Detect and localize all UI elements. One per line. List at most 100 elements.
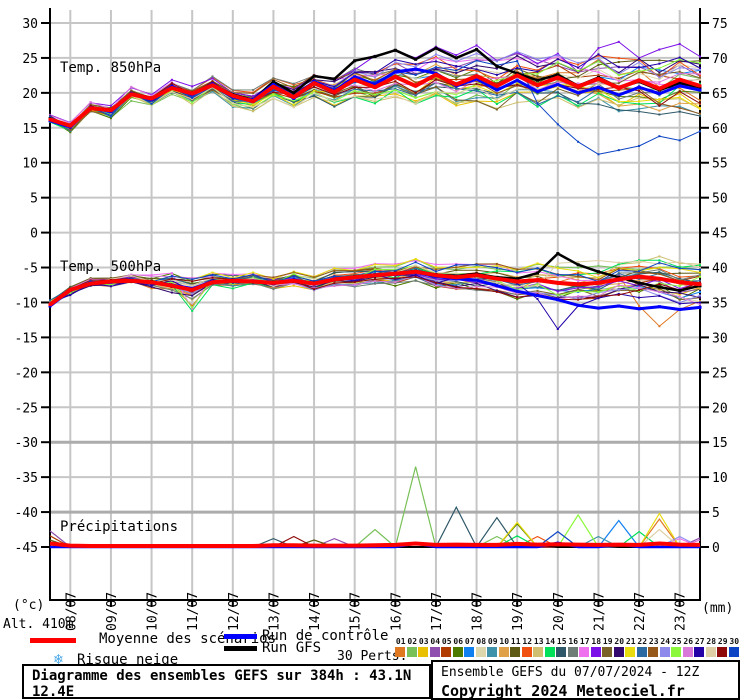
pert-number: 06 xyxy=(453,637,464,646)
pert-color-square xyxy=(648,647,658,657)
pert-number: 12 xyxy=(522,637,533,646)
left-tick-label: 0 xyxy=(30,227,38,242)
left-tick-label: -30 xyxy=(15,436,38,451)
altitude-label: Alt. 410m xyxy=(3,617,74,632)
right-axis-unit: (mm) xyxy=(702,601,733,616)
gfs-line-swatch xyxy=(224,646,257,651)
right-tick-label: 25 xyxy=(712,366,728,381)
left-tick-label: -40 xyxy=(15,506,38,521)
pert-color-square xyxy=(579,647,589,657)
pert-number: 01 xyxy=(395,637,406,646)
date-label: 19/07 xyxy=(511,592,526,631)
left-tick-label: -15 xyxy=(15,331,38,346)
right-tick-label: 55 xyxy=(712,157,728,172)
date-label: 22/07 xyxy=(633,592,648,631)
legend-control-label: Run de contrôle xyxy=(262,628,389,644)
pert-number: 29 xyxy=(717,637,728,646)
pert-number: 09 xyxy=(487,637,498,646)
pert-color-square xyxy=(544,647,555,657)
right-tick-label: 5 xyxy=(712,506,720,521)
pert-color-square xyxy=(487,647,497,657)
run-info-box: Ensemble GEFS du 07/07/2024 - 12Z Copyri… xyxy=(431,660,740,700)
panel-title-850: Temp. 850hPa xyxy=(60,60,161,76)
date-label: 13/07 xyxy=(267,592,282,631)
perts-count-label: 30 Perts. xyxy=(337,649,408,664)
left-tick-label: 10 xyxy=(22,157,38,172)
date-label: 12/07 xyxy=(227,592,242,631)
left-tick-label: -45 xyxy=(15,541,38,556)
pert-color-square xyxy=(682,647,693,657)
pert-number: 22 xyxy=(637,637,648,646)
run-date-label: Ensemble GEFS du 07/07/2024 - 12Z xyxy=(441,665,700,680)
pert-number: 23 xyxy=(648,637,659,646)
pert-number: 24 xyxy=(660,637,671,646)
left-tick-label: 5 xyxy=(30,192,38,207)
pert-color-square xyxy=(705,647,716,657)
snowflake-icon: ❄ xyxy=(54,650,64,668)
pert-color-square xyxy=(510,647,520,657)
panel-title-precip: Précipitations xyxy=(60,519,178,535)
pert-color-square xyxy=(567,647,578,657)
pert-color-square xyxy=(602,647,612,657)
right-tick-label: 70 xyxy=(712,52,728,67)
ensemble-plot-svg: 302520151050-5-10-15-20-25-30-35-40-4575… xyxy=(13,8,733,631)
control-run-lines xyxy=(48,67,702,549)
gridlines xyxy=(50,10,700,600)
date-label: 23/07 xyxy=(674,592,689,631)
pert-color-square xyxy=(671,647,681,657)
right-tick-label: 20 xyxy=(712,401,728,416)
pert-color-square xyxy=(636,647,647,657)
pert-number: 14 xyxy=(545,637,556,646)
date-label: 09/07 xyxy=(105,592,120,631)
left-tick-label: 25 xyxy=(22,52,38,67)
right-tick-label: 45 xyxy=(712,227,728,242)
diagram-title: Diagramme des ensembles GEFS sur 384h : … xyxy=(32,668,412,700)
pert-color-square xyxy=(556,647,566,657)
pert-number: 30 xyxy=(729,637,740,646)
right-tick-label: 50 xyxy=(712,192,728,207)
pert-color-square xyxy=(590,647,601,657)
date-label: 20/07 xyxy=(552,592,567,631)
date-label: 08/07 xyxy=(64,592,79,631)
date-label: 11/07 xyxy=(186,592,201,631)
right-tick-label: 10 xyxy=(712,471,728,486)
pert-color-square xyxy=(521,647,532,657)
date-label: 15/07 xyxy=(349,592,364,631)
pert-color-square xyxy=(395,647,405,657)
right-tick-label: 30 xyxy=(712,331,728,346)
copyright-label: Copyright 2024 Meteociel.fr xyxy=(441,682,685,700)
perturbation-numbers: 01 02 03 04 05 06 07 08 09 10 11 12 13 14 15 16 17 18 19 20… xyxy=(395,637,740,646)
pert-color-square xyxy=(498,647,509,657)
perturbation-legend: 01 02 03 04 05 06 07 08 09 10 11 12 13 14 15 16 17 18 19 20… xyxy=(395,637,740,657)
pert-color-square xyxy=(429,647,440,657)
pert-number: 10 xyxy=(499,637,510,646)
pert-color-square xyxy=(613,647,624,657)
pert-number: 02 xyxy=(407,637,418,646)
pert-number: 04 xyxy=(430,637,441,646)
pert-number: 11 xyxy=(510,637,521,646)
pert-color-square xyxy=(694,647,704,657)
pert-number: 17 xyxy=(579,637,590,646)
pert-color-square xyxy=(717,647,727,657)
pert-number: 15 xyxy=(556,637,567,646)
pert-color-square xyxy=(659,647,670,657)
right-tick-label: 0 xyxy=(712,541,720,556)
pert-color-square xyxy=(418,647,428,657)
perturbation-color-squares xyxy=(395,647,740,657)
left-tick-label: 30 xyxy=(22,17,38,32)
pert-number: 05 xyxy=(441,637,452,646)
pert-color-square xyxy=(441,647,451,657)
pert-number: 25 xyxy=(671,637,682,646)
pert-number: 19 xyxy=(602,637,613,646)
date-label: 18/07 xyxy=(471,592,486,631)
date-label: 14/07 xyxy=(308,592,323,631)
axis-ticks xyxy=(41,22,709,607)
date-label: 16/07 xyxy=(389,592,404,631)
pert-number: 26 xyxy=(683,637,694,646)
pert-color-square xyxy=(452,647,463,657)
pert-color-square xyxy=(464,647,474,657)
right-tick-label: 75 xyxy=(712,17,728,32)
left-tick-label: 15 xyxy=(22,122,38,137)
pert-number: 20 xyxy=(614,637,625,646)
